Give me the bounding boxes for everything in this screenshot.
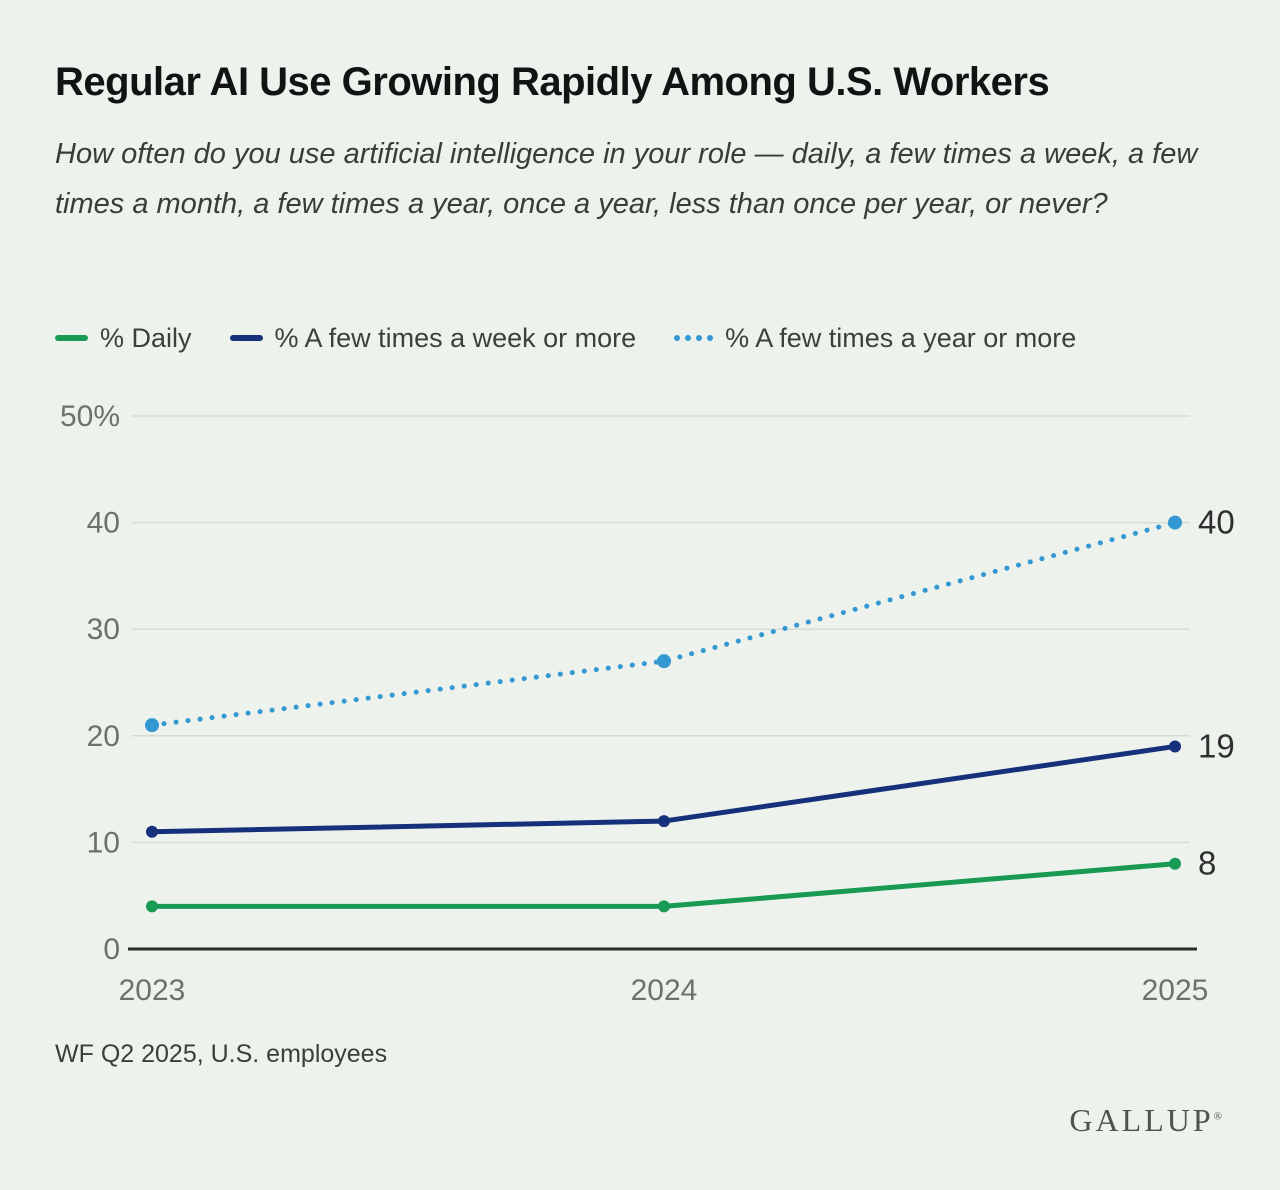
end-value-label-19: 19 bbox=[1198, 727, 1235, 764]
chart-question-subtitle: How often do you use artificial intellig… bbox=[55, 138, 1198, 220]
data-point--daily-2024 bbox=[658, 900, 670, 913]
legend-dot bbox=[707, 335, 714, 341]
data-point--daily-2025 bbox=[1169, 857, 1181, 870]
legend-dot bbox=[685, 335, 692, 341]
registered-trademark-icon: ® bbox=[1213, 1110, 1222, 1123]
gallup-logo: GALLUP® bbox=[1069, 1102, 1222, 1139]
legend-dot bbox=[696, 335, 703, 341]
y-tick-label-50: 50% bbox=[60, 400, 120, 433]
y-tick-label-10: 10 bbox=[87, 826, 120, 859]
legend-line-swatch bbox=[55, 335, 88, 341]
legend-dot bbox=[674, 335, 681, 341]
data-point--a-few-times-a-year-or-more-2023 bbox=[145, 718, 159, 733]
legend-label: % A few times a year or more bbox=[725, 322, 1077, 353]
legend-label: % A few times a week or more bbox=[274, 322, 637, 353]
legend-item-1: % Daily bbox=[55, 323, 192, 354]
y-tick-label-20: 20 bbox=[87, 720, 120, 753]
end-value-label-8: 8 bbox=[1198, 845, 1216, 882]
data-point--a-few-times-a-week-or-more-2025 bbox=[1169, 740, 1181, 753]
legend-item-2: % A few times a week or more bbox=[229, 322, 637, 354]
y-tick-label-0: 0 bbox=[103, 933, 120, 966]
data-point--a-few-times-a-week-or-more-2024 bbox=[658, 815, 670, 828]
gallup-logo-text: GALLUP bbox=[1069, 1102, 1214, 1138]
page-title: Regular AI Use Growing Rapidly Among U.S… bbox=[55, 60, 1050, 104]
x-tick-label-2025: 2025 bbox=[1142, 974, 1209, 1007]
legend-item-3: % A few times a year or more bbox=[674, 323, 1076, 354]
y-tick-label-40: 40 bbox=[87, 507, 120, 540]
data-point--a-few-times-a-year-or-more-2024 bbox=[657, 654, 671, 669]
y-tick-label-30: 30 bbox=[87, 613, 120, 646]
end-value-label-40: 40 bbox=[1198, 504, 1235, 541]
series-line-3 bbox=[149, 520, 1178, 728]
data-point--daily-2023 bbox=[146, 900, 158, 913]
legend-line-swatch bbox=[229, 335, 263, 341]
legend-dotted-line-swatch bbox=[674, 335, 714, 341]
legend-label: % Daily bbox=[100, 322, 192, 353]
data-point--a-few-times-a-year-or-more-2025 bbox=[1168, 515, 1182, 530]
series-line-1 bbox=[149, 861, 1178, 909]
x-tick-label-2024: 2024 bbox=[631, 974, 698, 1007]
survey-footnote: WF Q2 2025, U.S. employees bbox=[55, 1040, 388, 1068]
chart-legend: % Daily % A few times a week or more % A f… bbox=[55, 322, 1076, 354]
x-tick-label-2023: 2023 bbox=[119, 974, 186, 1007]
data-point--a-few-times-a-week-or-more-2023 bbox=[146, 825, 158, 838]
